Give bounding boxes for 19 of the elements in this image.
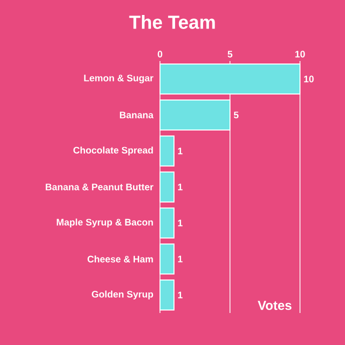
data-label: 5 [234,112,239,118]
y-tick-label: Cheese & Ham [88,256,153,262]
y-tick-label: Maple Syrup & Bacon [56,218,153,228]
data-label: 1 [178,292,183,298]
y-tick-label: Golden Syrup [92,290,154,300]
chart-title: The Team [129,15,215,29]
x-tick-label: 10 [295,50,305,58]
y-tick-label: Banana & Peanut Butter [46,184,154,190]
data-label: 10 [304,76,314,82]
data-label: 1 [178,184,183,190]
x-tick-label: 0 [158,50,162,58]
y-tick-label: Chocolate Spread [73,146,153,156]
x-axis-title: Votes [258,300,292,310]
y-tick-label: Lemon & Sugar [84,74,154,84]
data-label: 1 [178,256,183,262]
x-tick-label: 5 [228,50,232,58]
data-label: 1 [178,148,183,154]
y-tick-label: Banana [120,112,154,118]
data-label: 1 [178,220,183,226]
